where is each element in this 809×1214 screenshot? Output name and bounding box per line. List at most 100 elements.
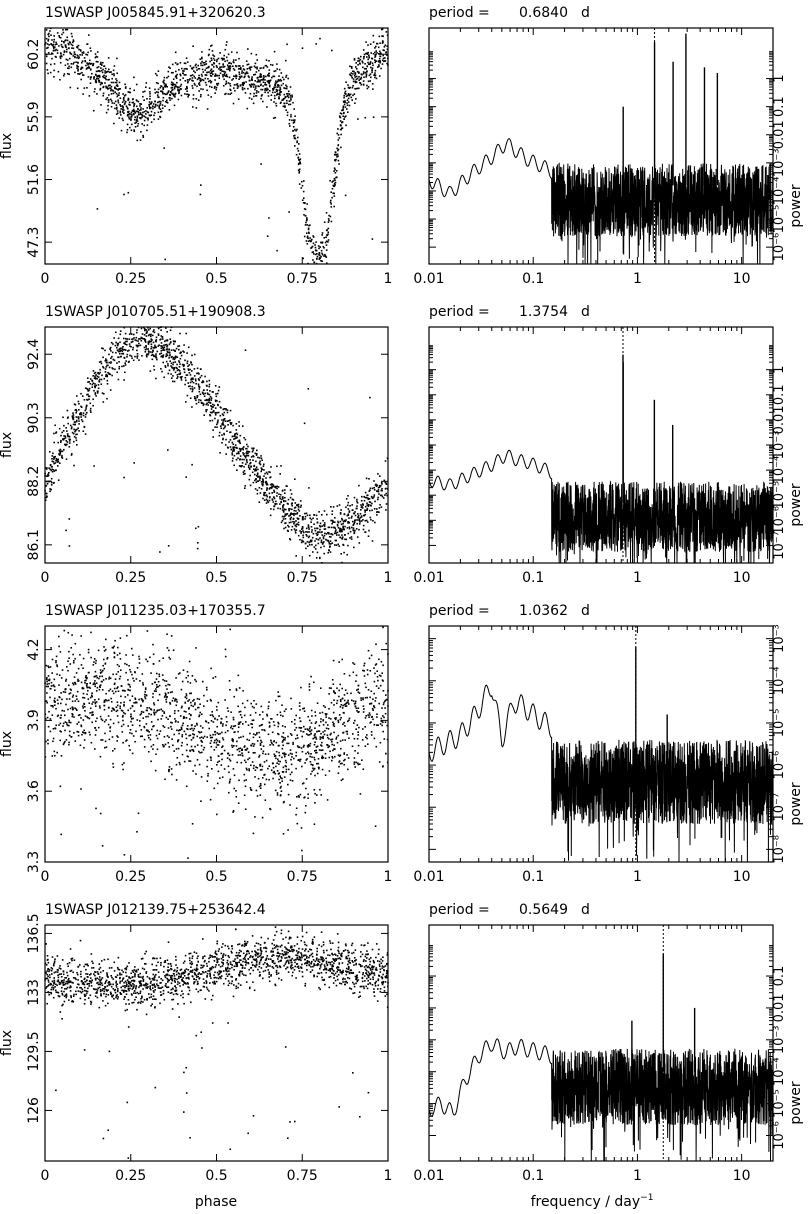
light-curve-point [234, 435, 236, 437]
light-curve-point [184, 376, 187, 379]
light-curve-point [202, 680, 204, 683]
light-curve-point [337, 527, 340, 529]
light-curve-point [369, 504, 372, 507]
light-curve-point [211, 714, 214, 716]
light-curve-point [283, 93, 286, 96]
light-curve-point [166, 331, 168, 333]
light-curve-point [272, 88, 274, 90]
light-curve-point [372, 88, 374, 90]
light-curve-point [238, 750, 241, 753]
light-curve-point [236, 51, 238, 54]
light-curve-point [384, 488, 387, 490]
light-curve-point [252, 102, 255, 105]
light-curve-point [323, 255, 325, 257]
light-curve-point [381, 40, 384, 42]
light-curve-point [358, 518, 361, 520]
light-curve-point [289, 513, 292, 515]
light-curve-point [111, 73, 113, 76]
light-curve-point [69, 41, 71, 44]
light-curve-point [54, 46, 56, 48]
light-curve-point [158, 105, 160, 108]
light-curve-point [353, 532, 355, 535]
light-curve-point [148, 351, 150, 353]
light-curve-point [302, 540, 305, 543]
light-curve-point [307, 536, 310, 539]
light-curve-point [107, 371, 109, 374]
x-tick-label: 0.01 [413, 271, 444, 287]
light-curve-point [336, 702, 338, 705]
light-curve-point [126, 131, 128, 134]
light-curve-point [136, 105, 138, 108]
light-curve-point [167, 718, 169, 720]
light-curve-point [325, 716, 327, 718]
light-curve-point [373, 487, 375, 489]
light-curve-point [346, 99, 349, 101]
light-curve-point [253, 468, 255, 470]
light-curve-point [178, 345, 181, 347]
light-curve-point [126, 113, 129, 116]
light-curve-point [126, 340, 128, 343]
light-curve-point [325, 236, 327, 238]
light-curve-point [211, 419, 214, 422]
light-curve-point [247, 75, 250, 77]
light-curve-point [306, 217, 308, 219]
light-curve-point [120, 355, 122, 358]
light-curve-point [161, 355, 163, 357]
x-tick-label: 1 [384, 271, 393, 287]
light-curve-point [303, 208, 306, 210]
light-curve-point [355, 68, 358, 70]
light-curve-point [69, 51, 71, 54]
light-curve-point [189, 65, 192, 67]
light-curve-point [101, 82, 103, 85]
light-curve-point [108, 373, 111, 375]
light-curve-point [219, 452, 221, 454]
x-tick-label: 0.25 [115, 570, 146, 586]
x-tick-label: 10 [733, 570, 751, 586]
light-curve-point [366, 65, 368, 67]
light-curve-point [220, 764, 223, 766]
light-curve-point [219, 425, 222, 427]
y-tick-label: 10⁻⁶ [772, 506, 787, 535]
light-curve-point [216, 739, 219, 742]
light-curve-point [246, 63, 249, 66]
light-curve-point [343, 96, 345, 99]
light-curve-point [367, 743, 369, 745]
light-curve-point [89, 407, 92, 410]
light-curve-point [313, 767, 316, 770]
light-curve-point [94, 699, 96, 701]
light-curve-point [119, 705, 121, 708]
light-curve-point [340, 523, 343, 526]
light-curve-point [190, 74, 193, 77]
light-curve-point [239, 714, 242, 716]
light-curve-point [213, 62, 215, 64]
light-curve-point [45, 37, 48, 40]
light-curve-point [157, 70, 160, 72]
light-curve-point [292, 520, 294, 523]
light-curve-point [115, 331, 117, 334]
light-curve-point [357, 744, 360, 747]
light-curve-point [385, 31, 388, 33]
light-curve-point [368, 501, 371, 503]
light-curve-point [187, 365, 189, 367]
light-curve-point [94, 662, 97, 665]
light-curve-point [236, 469, 238, 471]
light-curve-point [146, 111, 149, 113]
light-curve-point [57, 460, 59, 462]
light-curve-point [101, 675, 103, 678]
light-curve-point [184, 93, 186, 95]
light-curve-point [297, 524, 300, 526]
light-curve-point [106, 699, 108, 702]
light-curve-point [352, 85, 354, 87]
light-curve-point [362, 49, 365, 51]
light-curve-point [123, 701, 125, 704]
light-curve-point [248, 83, 251, 86]
light-curve-point [122, 109, 124, 111]
light-curve-point [274, 97, 276, 100]
light-curve-point [172, 358, 174, 360]
light-curve-point [245, 749, 248, 751]
light-curve-point [330, 543, 332, 545]
light-curve-point [136, 118, 138, 120]
light-curve-point [319, 537, 321, 539]
light-curve-point [119, 658, 122, 660]
light-curve-point [289, 749, 292, 751]
